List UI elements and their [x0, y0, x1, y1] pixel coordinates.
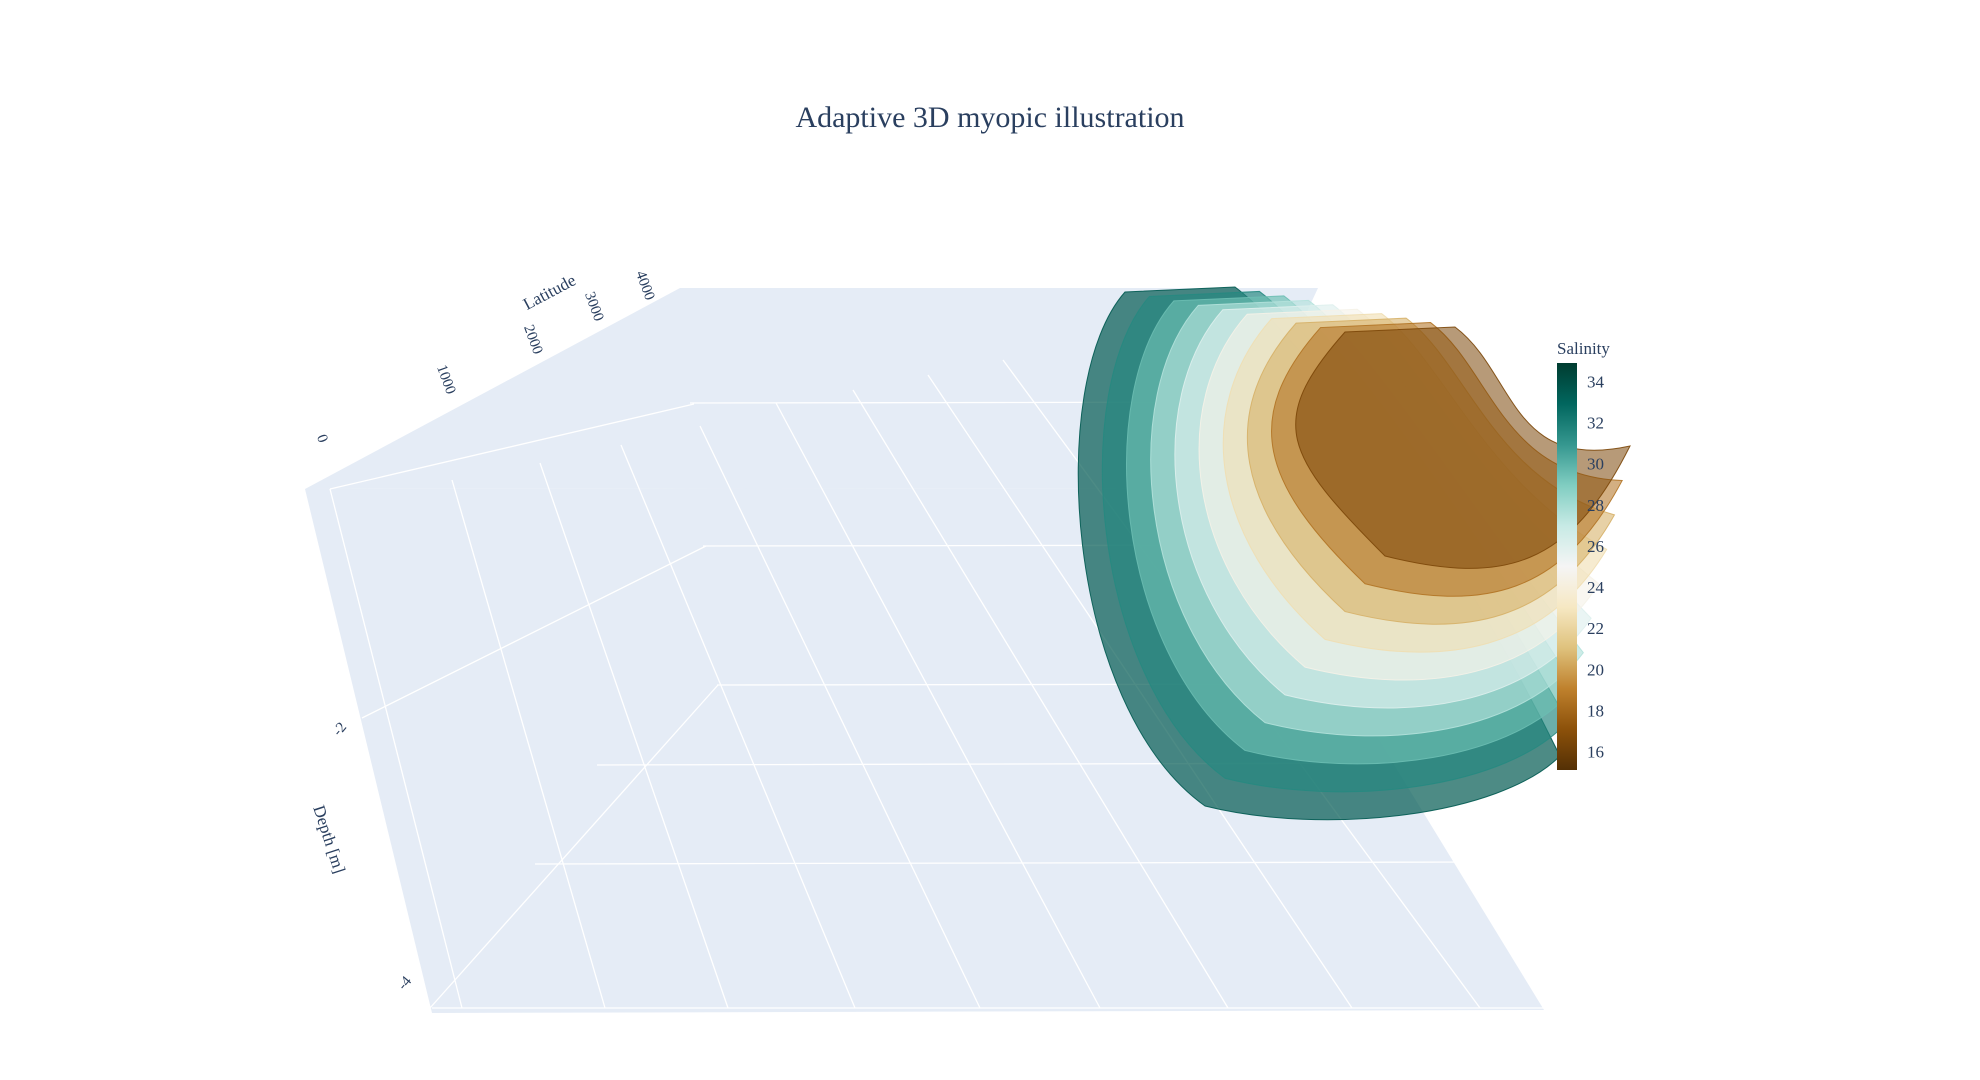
colorbar-ticks: 16 18 20 22 24 26 28 30 32 34	[1587, 373, 1605, 762]
colorbar-tick-label: 26	[1587, 537, 1604, 556]
gridline	[329, 488, 463, 1009]
depth-tick-label: -2	[330, 719, 350, 739]
colorbar-title: Salinity	[1557, 339, 1610, 358]
gridline	[775, 402, 1101, 1009]
depth-axis-label: Depth [m]	[309, 803, 349, 876]
colorbar-tick-label: 22	[1587, 619, 1604, 638]
colorbar-tick-label: 18	[1587, 701, 1604, 720]
depth-tick-label: -4	[395, 973, 416, 993]
gridline	[620, 444, 856, 1009]
colorbar-tick-label: 24	[1587, 578, 1605, 597]
gridline	[539, 462, 729, 1009]
gridline	[534, 861, 1491, 865]
colorbar-tick-label: 34	[1587, 373, 1605, 392]
gridline	[361, 545, 707, 719]
colorbar-tick-label: 16	[1587, 743, 1604, 762]
isosurface-group[interactable]	[1077, 286, 1631, 821]
gridline	[699, 425, 981, 1009]
gridline	[852, 389, 1229, 1009]
latitude-tick-label: 1000	[433, 363, 458, 397]
colorbar-tick-label: 30	[1587, 455, 1604, 474]
colorbar[interactable]: Salinity 16 18 20 22 24 26 28 30 32 34	[1557, 339, 1610, 770]
gridline	[329, 403, 695, 490]
latitude-tick-label: 3000	[581, 290, 606, 324]
colorbar-gradient	[1557, 363, 1577, 770]
isosurface-shell	[1295, 326, 1631, 569]
colorbar-tick-label: 28	[1587, 496, 1604, 515]
latitude-tick-label: 4000	[632, 269, 657, 303]
chart-title: Adaptive 3D myopic illustration	[795, 101, 1185, 134]
gridline	[451, 479, 606, 1009]
gridline	[429, 684, 719, 1009]
floor-pane	[305, 288, 1318, 489]
colorbar-tick-label: 32	[1587, 414, 1604, 433]
colorbar-tick-label: 20	[1587, 660, 1604, 679]
latitude-tick-label: 2000	[520, 323, 545, 357]
latitude-axis-label: Latitude	[520, 270, 579, 313]
latitude-tick-label: 0	[313, 432, 331, 445]
